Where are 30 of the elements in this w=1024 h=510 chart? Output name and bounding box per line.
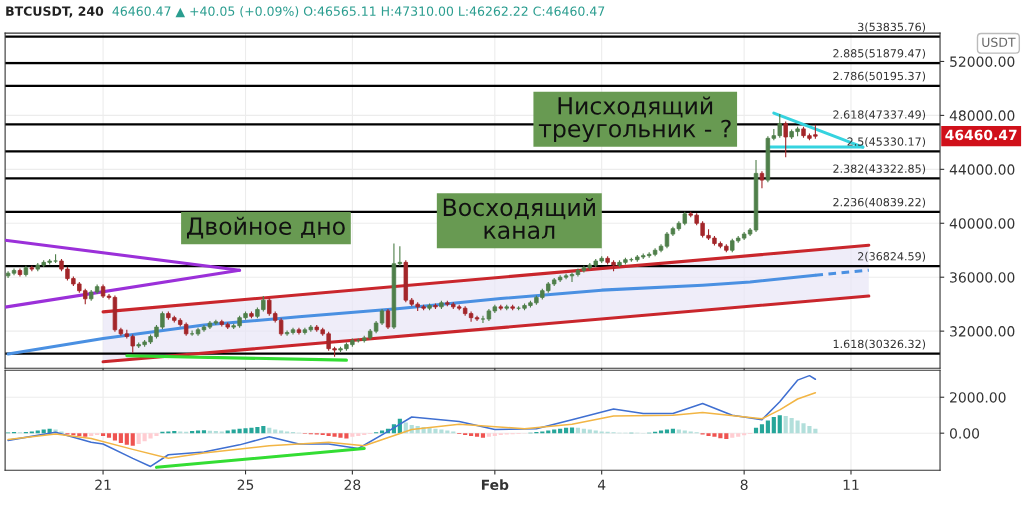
y-tick-label: 44000.00	[949, 164, 1015, 175]
ref-line-label: 3(53835.76)	[858, 22, 926, 33]
ref-line-label: 1.618(30326.32)	[833, 339, 926, 350]
ref-line-label: 2.382(43322.85)	[833, 164, 926, 175]
y-tick-label: 0.00	[949, 428, 980, 439]
annotation: Нисходящий треугольник - ?	[538, 96, 731, 143]
x-tick-label: 8	[740, 479, 748, 490]
ref-line-label: 2(36824.59)	[858, 251, 926, 262]
chart-title: BTCUSDT, 240	[6, 6, 104, 18]
x-tick-label: 21	[95, 479, 111, 490]
y-tick-label: 32000.00	[950, 326, 1015, 337]
text: USDT	[982, 37, 1016, 47]
x-tick-label: Feb	[481, 479, 509, 490]
x-tick-label: 25	[237, 479, 254, 490]
chart-subtitle: 46460.47 ▲ +40.05 (+0.09%) O:46565.11 H:47310.00 L:46262.22 C:46460.47	[112, 6, 605, 18]
x-tick-label: 11	[843, 479, 859, 490]
annotation: Двойное дно	[186, 216, 345, 239]
x-tick-label: 4	[597, 479, 606, 490]
x-tick-label: 28	[344, 479, 361, 490]
text: 46460.47	[945, 129, 1017, 141]
y-tick-label: 48000.00	[949, 110, 1015, 121]
annotation: Восходящий канал	[443, 198, 595, 240]
y-tick-label: 2000.00	[950, 392, 1006, 403]
ref-line-label: 2.786(50195.37)	[833, 71, 926, 82]
ref-line-label: 2.236(40839.22)	[833, 197, 926, 208]
ref-line-label: 2.885(51879.47)	[833, 48, 926, 59]
y-tick-label: 40000.00	[949, 218, 1015, 229]
y-tick-label: 36000.00	[950, 272, 1015, 283]
y-tick-label: 52000.00	[950, 56, 1015, 67]
ref-line-label: 2.618(47337.49)	[833, 110, 926, 121]
